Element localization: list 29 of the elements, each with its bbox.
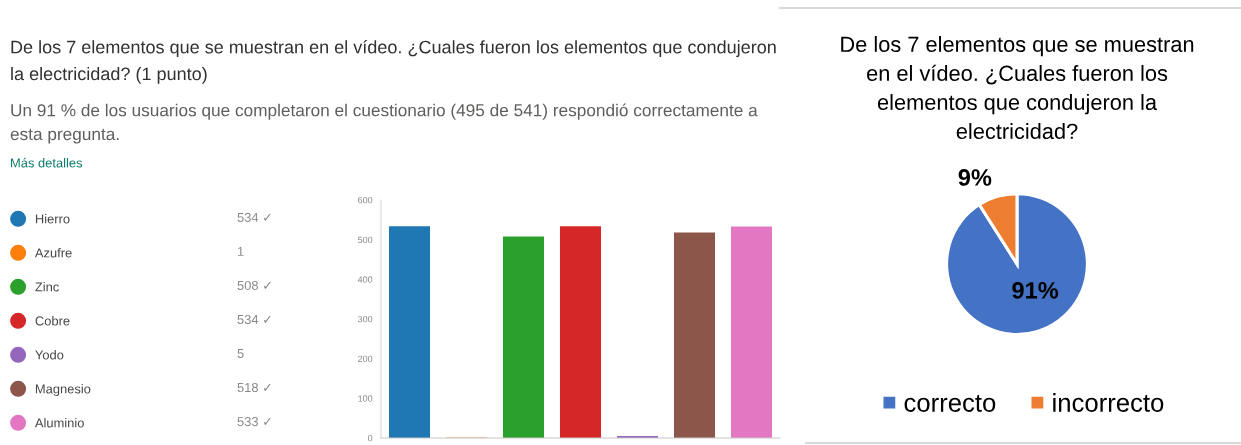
legend-label: Magnesio — [35, 384, 91, 397]
y-tick-label: 100 — [358, 395, 373, 402]
legend-label: correcto — [904, 395, 996, 412]
text: Más detalles — [11, 157, 83, 168]
legend-label: Azufre — [34, 248, 72, 258]
legend-label: Hierro — [35, 214, 70, 224]
legend-label: Zinc — [35, 282, 59, 292]
legend-label: incorrecto — [1053, 393, 1164, 412]
y-tick-label: 400 — [357, 276, 373, 283]
text: 508 ✓ — [237, 280, 271, 291]
text: 518 ✓ — [237, 382, 271, 393]
text: 1 — [237, 246, 244, 256]
chart-title: De los 7 elementos que se muestran en el vídeo. ¿Cuales fueron los elementos que condujeron la electricidad? (1 punto) — [11, 40, 776, 84]
text: 5 — [237, 349, 244, 359]
chart-subtitle: Un 91 % de los usuarios que completaron el cuestionario (495 de 541) respondió correctamente a esta pregunta. — [10, 103, 758, 144]
data-label: 9% — [958, 169, 992, 186]
y-tick-label: 500 — [357, 236, 373, 244]
text: 533 ✓ — [237, 417, 271, 427]
y-tick-label: 0 — [368, 434, 373, 442]
y-tick-label: 200 — [358, 355, 373, 363]
data-label: 91% — [1012, 282, 1059, 299]
legend-label: Yodo — [35, 350, 64, 360]
text: 534 ✓ — [237, 314, 271, 325]
text: 534 ✓ — [237, 212, 271, 222]
y-tick-label: 600 — [358, 196, 373, 204]
legend-label: Aluminio — [34, 417, 84, 428]
chart-title: De los 7 elementos que se muestran en el vídeo. ¿Cuales fueron los elementos que condujeron la electricidad? — [841, 36, 1194, 140]
y-tick-label: 300 — [357, 315, 373, 323]
legend-label: Cobre — [35, 316, 70, 326]
